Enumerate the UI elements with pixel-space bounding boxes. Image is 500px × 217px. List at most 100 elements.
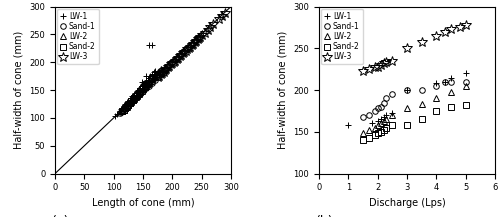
Sand-2 <box>136 92 142 94</box>
Y-axis label: Half-width of cone (mm): Half-width of cone (mm) <box>14 31 24 149</box>
LW-3 <box>154 76 160 79</box>
LW-2 <box>140 88 146 90</box>
LW-1 <box>442 81 448 83</box>
LW-3 <box>216 17 222 20</box>
LW-3 <box>194 38 200 41</box>
Sand-1 <box>442 81 448 83</box>
Sand-1 <box>149 82 155 84</box>
Sand-2 <box>124 105 130 107</box>
Sand-1 <box>462 81 468 83</box>
LW-2 <box>366 129 372 132</box>
Sand-1 <box>121 108 127 110</box>
LW-3 <box>156 74 162 77</box>
Sand-2 <box>120 110 126 113</box>
LW-3 <box>198 34 204 37</box>
LW-1 <box>112 115 118 118</box>
Sand-2 <box>434 110 440 112</box>
LW-3 <box>165 66 171 69</box>
LW-1 <box>374 120 380 122</box>
LW-1 <box>122 103 128 105</box>
LW-1 <box>369 122 375 125</box>
Sand-1 <box>448 81 454 83</box>
Text: (b): (b) <box>316 215 333 217</box>
LW-2 <box>448 90 454 93</box>
LW-1 <box>404 89 410 91</box>
Sand-2 <box>448 105 454 108</box>
Sand-1 <box>146 84 152 87</box>
LW-2 <box>149 78 155 80</box>
LW-3 <box>210 23 216 26</box>
LW-3 <box>166 65 172 67</box>
LW-3 <box>162 69 168 71</box>
X-axis label: Discharge (Lps): Discharge (Lps) <box>368 198 446 208</box>
Sand-2 <box>380 129 386 132</box>
LW-2 <box>136 93 142 95</box>
LW-3 <box>442 30 448 33</box>
Sand-2 <box>462 104 468 106</box>
LW-1 <box>116 109 122 112</box>
LW-3 <box>178 54 184 56</box>
Sand-1 <box>366 114 372 116</box>
LW-3 <box>360 69 366 72</box>
LW-3 <box>158 73 164 76</box>
LW-1 <box>121 104 127 107</box>
LW-3 <box>378 64 384 66</box>
LW-2 <box>134 94 140 97</box>
LW-3 <box>193 40 199 42</box>
Sand-2 <box>127 102 133 104</box>
LW-3 <box>462 24 468 26</box>
LW-2 <box>124 105 130 108</box>
Sand-2 <box>139 88 145 91</box>
Sand-2 <box>404 124 410 127</box>
LW-1 <box>118 108 124 110</box>
LW-2 <box>360 132 366 135</box>
LW-2 <box>418 103 424 105</box>
Sand-1 <box>126 104 132 106</box>
LW-3 <box>172 59 178 62</box>
LW-1 <box>131 93 137 96</box>
LW-1 <box>384 114 390 116</box>
Sand-1 <box>418 89 424 91</box>
LW-2 <box>128 101 134 104</box>
LW-1 <box>114 113 119 115</box>
Sand-2 <box>378 131 384 133</box>
LW-2 <box>378 122 384 125</box>
LW-3 <box>457 26 463 29</box>
LW-1 <box>150 71 156 74</box>
LW-1 <box>146 77 152 79</box>
LW-1 <box>143 81 149 83</box>
LW-3 <box>181 51 187 53</box>
Sand-1 <box>404 89 410 91</box>
LW-3 <box>448 28 454 30</box>
LW-3 <box>219 15 225 17</box>
Sand-2 <box>149 77 155 79</box>
Line: Sand-2: Sand-2 <box>360 102 469 143</box>
Sand-1 <box>374 107 380 110</box>
LW-3 <box>168 63 174 66</box>
Sand-2 <box>140 87 146 89</box>
LW-3 <box>160 70 166 73</box>
LW-2 <box>384 118 390 121</box>
LW-3 <box>184 48 190 51</box>
LW-3 <box>186 46 192 49</box>
LW-3 <box>222 12 228 15</box>
Sand-1 <box>380 101 386 104</box>
LW-2 <box>126 104 132 106</box>
Sand-1 <box>154 76 160 79</box>
LW-3 <box>208 26 214 28</box>
LW-3 <box>180 52 186 55</box>
LW-2 <box>133 96 139 99</box>
Sand-2 <box>372 134 378 136</box>
Sand-2 <box>133 95 139 97</box>
LW-3 <box>418 41 424 44</box>
Sand-1 <box>160 70 166 73</box>
LW-3 <box>171 60 177 63</box>
LW-2 <box>144 83 150 85</box>
Sand-1 <box>360 115 366 118</box>
LW-3 <box>175 56 181 59</box>
Sand-2 <box>137 90 143 92</box>
Sand-2 <box>148 78 154 81</box>
LW-1 <box>120 107 126 109</box>
LW-3 <box>372 66 378 69</box>
LW-3 <box>170 62 175 65</box>
